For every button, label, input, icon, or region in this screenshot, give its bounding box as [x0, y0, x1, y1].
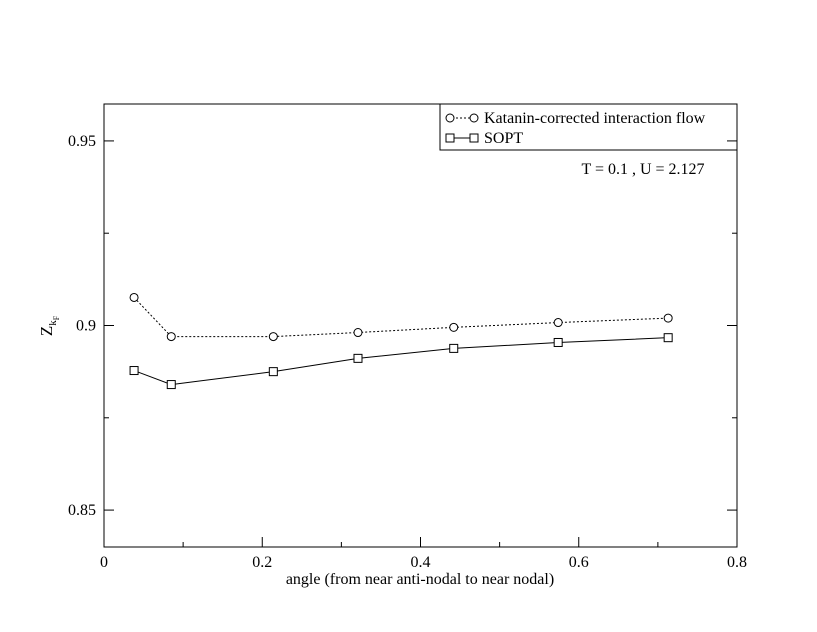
y-axis-label: ZkF	[37, 315, 61, 336]
y-tick-label: 0.9	[76, 318, 96, 335]
x-tick-label: 0.4	[411, 554, 431, 571]
point	[663, 333, 673, 343]
point	[449, 343, 459, 353]
point	[445, 113, 455, 123]
y-tick-label: 0.95	[68, 133, 96, 150]
point	[449, 322, 459, 332]
point	[129, 366, 139, 376]
x-tick-label: 0.6	[569, 554, 589, 571]
point	[469, 113, 479, 123]
y-label-main: ZkF	[37, 315, 61, 336]
point	[469, 133, 479, 143]
point	[166, 332, 176, 342]
legend-box	[439, 103, 738, 151]
x-axis-label: angle (from near anti-nodal to near noda…	[286, 571, 554, 588]
point	[353, 353, 363, 363]
x-tick-label: 0.2	[252, 554, 272, 571]
y-label-sub: k	[47, 320, 59, 326]
point	[663, 313, 673, 323]
y-label-z: Z	[37, 326, 56, 336]
point	[553, 318, 563, 328]
annotation: T = 0.1 , U = 2.127	[581, 161, 704, 178]
point	[445, 133, 455, 143]
point	[553, 337, 563, 347]
point	[129, 292, 139, 302]
series-line	[133, 337, 669, 386]
legend-label: SOPT	[484, 130, 523, 147]
x-tick-label: 0.8	[727, 554, 747, 571]
series-line	[133, 297, 669, 338]
y-tick-label: 0.85	[68, 502, 96, 519]
legend-label: Katanin-corrected interaction flow	[484, 110, 706, 127]
point	[268, 332, 278, 342]
y-label-subsub: F	[52, 315, 61, 320]
point	[166, 380, 176, 390]
point	[268, 367, 278, 377]
x-tick-label: 0	[100, 554, 108, 571]
point	[353, 328, 363, 338]
